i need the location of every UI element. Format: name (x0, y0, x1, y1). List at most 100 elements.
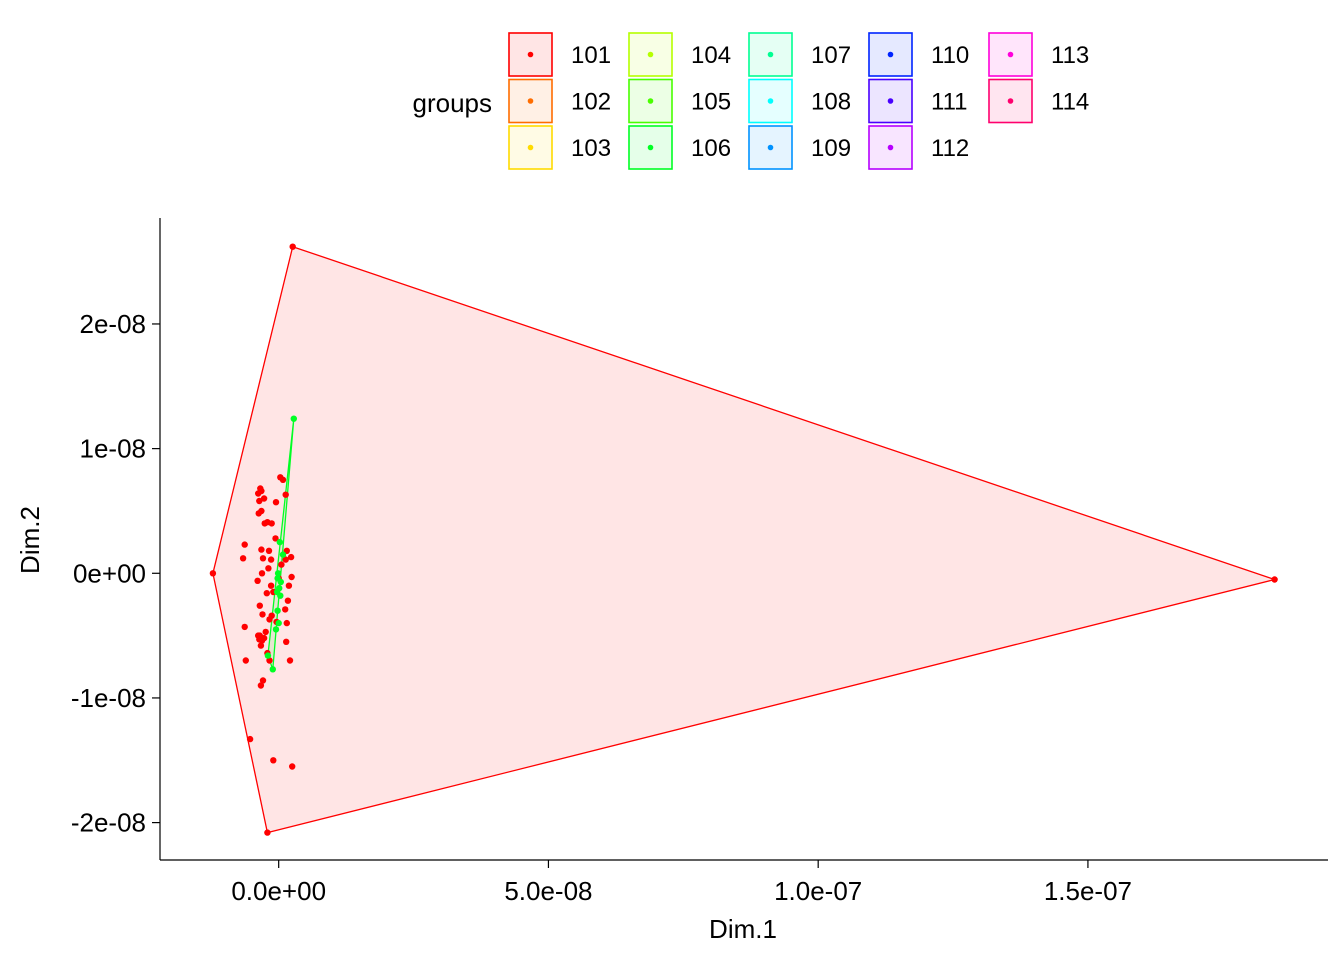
point-101 (285, 582, 293, 589)
legend-label: 107 (811, 42, 851, 69)
point-106 (264, 652, 272, 659)
legend-item-104: 104 (628, 32, 731, 77)
legend-item-105: 105 (628, 78, 731, 124)
point-101 (209, 570, 217, 577)
point-101 (256, 497, 263, 505)
point-101 (254, 577, 261, 584)
x-tick-label: 0.0e+00 (231, 876, 326, 906)
point-106 (279, 551, 287, 558)
y-tick-label: -1e-08 (71, 683, 146, 713)
point-101 (1271, 576, 1278, 583)
legend-key-point (767, 98, 774, 104)
point-101 (241, 541, 248, 548)
legend-key-point (1007, 51, 1014, 58)
point-101 (272, 499, 280, 506)
point-101 (259, 555, 267, 562)
legend-key (748, 78, 793, 124)
point-101 (286, 657, 294, 664)
point-101 (262, 628, 269, 636)
legend-item-109: 109 (748, 125, 851, 170)
point-101 (257, 485, 264, 492)
legend-label: 106 (691, 135, 731, 162)
legend-key-point (647, 98, 654, 104)
point-101 (266, 657, 273, 664)
point-101 (258, 546, 265, 553)
point-101 (283, 619, 290, 627)
x-tick-label: 1.0e-07 (774, 876, 862, 906)
x-tick-label: 5.0e-08 (504, 876, 592, 906)
legend-label: 101 (571, 42, 611, 69)
point-101 (239, 555, 247, 562)
legend-label: 103 (571, 135, 611, 162)
point-101 (282, 556, 289, 563)
point-101 (260, 634, 268, 642)
legend-item-112: 112 (868, 125, 969, 170)
legend-label: 104 (691, 42, 731, 69)
point-101 (282, 606, 289, 613)
legend-key (988, 78, 1033, 124)
legend-key-point (887, 98, 894, 104)
legend-key-point (767, 51, 774, 58)
point-101 (259, 677, 267, 684)
legend-key-point (887, 51, 894, 58)
point-101 (289, 763, 296, 770)
point-101 (278, 561, 285, 568)
point-101 (246, 735, 254, 743)
point-101 (268, 612, 275, 619)
point-101 (283, 638, 290, 645)
point-101 (267, 582, 275, 589)
plot-panel (209, 243, 1278, 836)
point-101 (289, 243, 296, 250)
legend-key-point (767, 144, 774, 151)
point-101 (256, 636, 263, 643)
point-106 (274, 575, 281, 582)
point-101 (284, 597, 292, 604)
legend-label: 105 (691, 89, 731, 116)
point-101 (257, 642, 265, 649)
legend-item-113: 113 (988, 32, 1089, 77)
legend-label: 110 (931, 42, 969, 69)
legend-item-110: 110 (868, 32, 969, 77)
point-101 (270, 757, 277, 764)
legend-label: 108 (811, 89, 851, 116)
y-axis-label: Dim.2 (15, 506, 45, 574)
point-106 (275, 619, 282, 627)
legend-item-102: 102 (508, 78, 611, 124)
point-101 (258, 570, 266, 577)
legend-label: 102 (571, 89, 611, 116)
point-101 (259, 611, 266, 618)
y-tick-label: 2e-08 (80, 309, 147, 339)
legend-label: 114 (1051, 89, 1089, 116)
legend-item-114: 114 (988, 78, 1089, 124)
legend-label: 113 (1051, 42, 1089, 69)
point-106 (269, 666, 276, 673)
point-101 (279, 476, 287, 483)
point-101 (260, 495, 268, 502)
legend-key-point (647, 51, 654, 58)
legend-key-point (527, 144, 534, 151)
y-tick-label: 1e-08 (80, 434, 147, 464)
legend-label: 109 (811, 135, 851, 162)
point-106 (277, 592, 284, 599)
point-101 (282, 491, 289, 498)
x-axis-label: Dim.1 (709, 914, 777, 944)
legend-item-103: 103 (508, 125, 611, 170)
hull-101 (212, 246, 1276, 834)
axes: 0.0e+00 5.0e-08 1.0e-07 1.5e-07 -2e-08 -1e-0… (15, 218, 1328, 944)
point-106 (274, 607, 281, 614)
point-101 (261, 520, 268, 527)
legend-item-107: 107 (748, 32, 851, 77)
point-106 (276, 585, 283, 592)
y-tick-label: -2e-08 (71, 808, 146, 838)
legend-key-point (887, 144, 894, 151)
legend-item-106: 106 (628, 125, 731, 170)
point-101 (264, 829, 271, 836)
point-101 (242, 657, 249, 664)
point-101 (263, 590, 270, 597)
point-101 (267, 556, 275, 563)
legend: groups 101 102 103 104 105 106 107 108 109 110 111… (413, 32, 1089, 170)
x-tick-label: 1.5e-07 (1044, 876, 1132, 906)
point-106 (274, 570, 282, 577)
point-101 (255, 510, 262, 517)
